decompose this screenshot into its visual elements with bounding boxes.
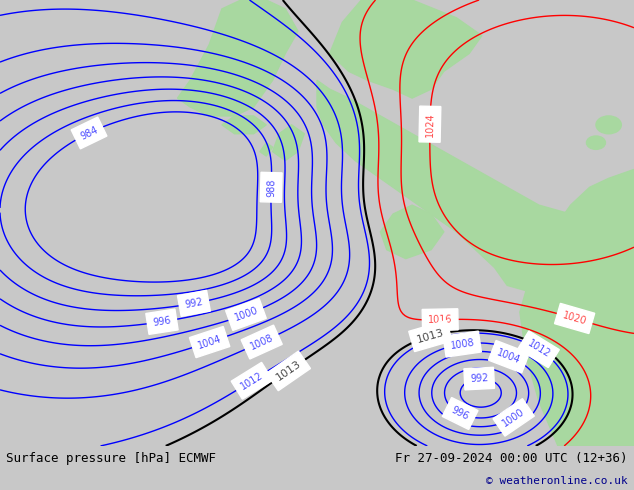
Circle shape (586, 136, 605, 149)
Polygon shape (330, 0, 482, 98)
Text: © weatheronline.co.uk: © weatheronline.co.uk (486, 476, 628, 486)
Text: 1013: 1013 (416, 327, 445, 345)
Polygon shape (178, 0, 298, 116)
Text: 1008: 1008 (450, 338, 475, 351)
Polygon shape (317, 80, 634, 312)
Polygon shape (222, 116, 266, 134)
Text: Fr 27-09-2024 00:00 UTC (12+36): Fr 27-09-2024 00:00 UTC (12+36) (395, 452, 628, 465)
Text: 1020: 1020 (562, 310, 588, 327)
Text: 1000: 1000 (501, 406, 527, 428)
Text: 1024: 1024 (425, 112, 435, 137)
Polygon shape (260, 143, 273, 156)
Text: 1016: 1016 (428, 315, 453, 325)
Circle shape (596, 116, 621, 134)
Text: 1008: 1008 (249, 332, 275, 352)
Polygon shape (520, 170, 634, 446)
Text: 1000: 1000 (233, 306, 259, 323)
Text: 1012: 1012 (526, 339, 552, 360)
Text: 984: 984 (79, 124, 100, 142)
Text: Surface pressure [hPa] ECMWF: Surface pressure [hPa] ECMWF (6, 452, 216, 465)
Text: 1004: 1004 (197, 334, 223, 351)
Text: 988: 988 (266, 178, 276, 196)
Text: 996: 996 (152, 316, 172, 328)
Text: 1012: 1012 (239, 370, 265, 392)
Polygon shape (273, 125, 304, 161)
Text: 996: 996 (450, 405, 470, 422)
Text: 1013: 1013 (274, 359, 303, 383)
Text: 1004: 1004 (496, 347, 522, 366)
Polygon shape (380, 205, 444, 259)
Text: 992: 992 (184, 297, 204, 310)
Text: 992: 992 (470, 373, 489, 384)
